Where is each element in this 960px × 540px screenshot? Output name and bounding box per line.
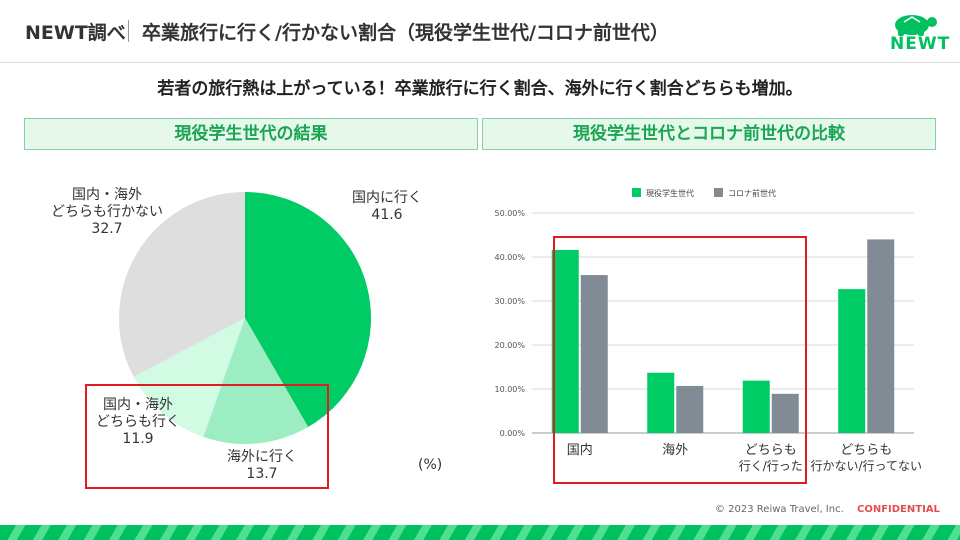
legend-swatch [632,188,641,197]
pie-slice-neither [118,192,245,377]
bar-pre-covid-gen [771,393,799,433]
y-tick-label: 10.00% [494,385,525,394]
pie-label-domestic-name: 国内に行く [352,190,422,206]
pie-label-domestic: 国内に行く 41.6 [338,190,436,224]
y-tick-label: 50.00% [494,209,525,218]
right-panel-title: 現役学生世代とコロナ前世代の比較 [482,118,936,150]
brand-title: NEWT調べ [25,22,126,44]
x-category-label: 国内 [567,442,593,458]
pie-label-overseas-value: 13.7 [246,466,278,482]
bar-pre-covid-gen [676,385,704,433]
y-tick-label: 0.00% [500,429,526,438]
bar-pre-covid-gen [580,275,608,433]
pie-slice-overseas [203,318,309,444]
pie-label-neither-value: 32.7 [91,221,123,237]
y-tick-label: 40.00% [494,253,525,262]
pie-chart [118,192,372,444]
legend-label: 現役学生世代 [646,188,694,198]
bar-pre-covid-gen [867,239,895,433]
turtle-icon [895,15,937,36]
newt-logo: NEWT [884,8,949,54]
pie-label-neither: 国内・海外 どちらも行かない 32.7 [42,187,172,238]
pie-slice-domestic [245,192,372,428]
left-panel-title: 現役学生世代の結果 [24,118,478,150]
bar-current-gen [551,249,579,433]
pie-label-overseas: 海外に行く 13.7 [212,449,312,483]
footer-stripe [0,525,960,540]
pie-unit-label: (%) [418,457,443,473]
pie-slice-both [133,318,245,437]
x-category-label: どちらも [840,443,892,458]
legend-swatch [714,188,723,197]
header-divider [128,20,129,42]
pie-label-both-line1: 国内・海外 [103,397,173,413]
pie-label-both-value: 11.9 [122,431,154,447]
x-category-label: 海外 [662,443,688,458]
headline: 若者の旅行熱は上がっている！卒業旅行に行く割合、海外に行く割合どちらも増加。 [157,79,803,99]
bar-current-gen [647,372,675,433]
page-title: 卒業旅行に行く/行かない割合（現役学生世代/コロナ前世代） [142,22,669,44]
bar-current-gen [742,380,770,433]
pie-label-domestic-value: 41.6 [371,207,403,223]
x-category-label: どちらも [745,443,797,458]
pie-label-neither-line1: 国内・海外 [72,187,142,203]
pie-label-both: 国内・海外 どちらも行く 11.9 [83,397,193,448]
x-category-label-line2: 行かない/行ってない [811,459,922,473]
header-bar: NEWT調べ 卒業旅行に行く/行かない割合（現役学生世代/コロナ前世代） NEW… [0,0,960,63]
bar-current-gen [838,289,866,433]
bar-chart: 0.00% 10.00% 20.00% 30.00% 40.00% 50.00% 国内 海外 ど… [494,188,922,473]
pie-label-overseas-name: 海外に行く [227,449,297,465]
y-tick-label: 30.00% [494,297,525,306]
copyright: © 2023 Reiwa Travel, Inc. [715,504,844,515]
y-tick-label: 20.00% [494,341,525,350]
pie-label-neither-line2: どちらも行かない [51,204,163,220]
pie-highlight-box [85,384,329,489]
logo-text: NEWT [890,34,951,54]
pie-label-both-line2: どちらも行く [96,414,180,430]
confidential-label: CONFIDENTIAL [857,504,940,515]
bar-highlight-box [553,236,807,484]
x-category-label-line2: 行く/行った [739,459,803,473]
legend-label: コロナ前世代 [728,188,776,198]
